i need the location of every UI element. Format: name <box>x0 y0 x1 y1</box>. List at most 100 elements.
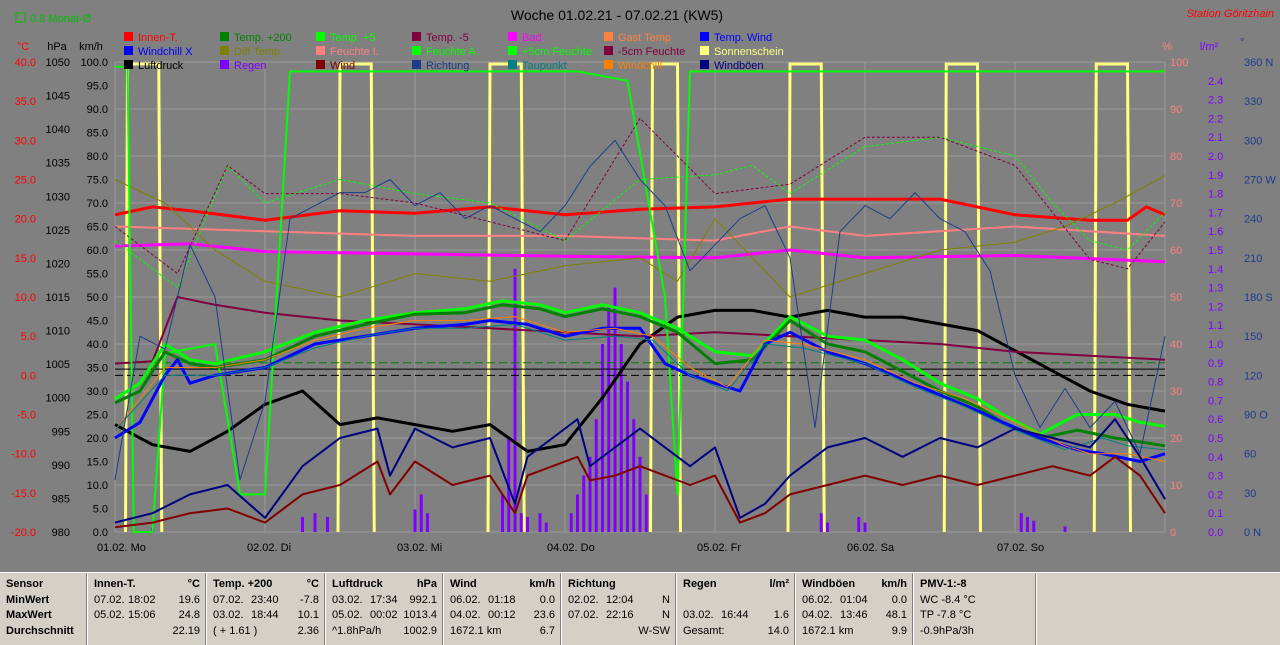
monat-checkbox[interactable] <box>15 12 26 23</box>
axis-unit-wind: km/h <box>79 41 103 53</box>
axis-tick-rain: 0.8 <box>1208 377 1223 389</box>
rain-bar <box>619 344 623 532</box>
series-taupunkt <box>114 323 1166 451</box>
rain-bar <box>1019 513 1023 532</box>
axis-tick-wind: 10.0 <box>87 480 108 492</box>
axis-tick-direction: 360 N <box>1244 57 1273 69</box>
wind-min-time: 01:18 <box>488 593 516 606</box>
windboeen-avg-note: 1672.1 km <box>802 624 854 637</box>
chart-title: Woche 01.02.21 - 07.02.21 (KW5) <box>511 7 723 23</box>
rain-bar <box>588 456 592 532</box>
legend-swatch-regen <box>220 60 229 69</box>
rain-bar <box>301 516 304 532</box>
stats-windboeen: Windböen km/h 06.02. 01:04 0.0 04.02. 13:46 4… <box>796 577 911 643</box>
temp200-title: Temp. +200 <box>213 578 273 590</box>
axis-tick-wind: 95.0 <box>87 81 108 93</box>
axis-tick-rain: 0.1 <box>1208 508 1223 520</box>
wind-max-date: 04.02. <box>450 609 481 621</box>
legend-label-feuchte-a: Feuchte A. <box>426 46 479 58</box>
axis-tick-pressure: 1005 <box>46 359 70 371</box>
axis-tick-temp: 30.0 <box>15 135 36 147</box>
axis-tick-direction: 210 <box>1244 253 1262 265</box>
station-name: Station Göritzhain <box>1187 8 1274 20</box>
axis-unit-temp: °C <box>17 41 29 53</box>
richtung-max-val: N <box>662 609 670 621</box>
temp200-min-time: 23:40 <box>251 593 279 606</box>
label-max: MaxWert <box>6 609 52 621</box>
stats-temp200: Temp. +200 °C 07.02. 23:40 -7.8 03.02. 18:44… <box>207 577 323 643</box>
luftdruck-title: Luftdruck <box>332 578 383 590</box>
temp200-avg-note: ( + 1.61 ) <box>213 624 258 637</box>
luftdruck-max-date: 05.02. <box>332 609 363 621</box>
legend-swatch-diff-temp <box>220 46 229 55</box>
luftdruck-max-time: 00:02 <box>370 609 398 621</box>
axis-tick-rain: 0.2 <box>1208 489 1223 501</box>
richtung-max-date: 07.02. <box>568 609 599 621</box>
axis-tick-percent: 100 <box>1170 57 1188 69</box>
legend-swatch-gast-temp <box>604 32 613 41</box>
rain-bar <box>857 516 861 532</box>
legend-swatch-temp-wind <box>700 32 709 41</box>
rain-bar <box>638 456 642 532</box>
legend-label-temp-5: Temp. +5 <box>330 32 376 44</box>
axis-tick-percent: 90 <box>1170 104 1182 116</box>
innen-min-val: 19.6 <box>178 593 200 606</box>
legend-label-richtung: Richtung <box>426 60 469 72</box>
legend-swatch-5cm-feuchte <box>604 46 613 55</box>
legend-swatch-temp-5 <box>412 32 421 41</box>
axis-tick-rain: 0.7 <box>1208 395 1223 407</box>
axis-unit-pressure: hPa <box>47 41 67 53</box>
temp200-avg: 2.36 <box>297 624 319 637</box>
pmv-line3: -0.9hPa/3h <box>920 624 974 637</box>
series-bad <box>114 242 1166 264</box>
richtung-min-time: 12:04 <box>606 593 634 606</box>
legend-label-windchill-x: Windchill X <box>138 46 193 58</box>
luftdruck-min-time: 17:34 <box>370 593 398 606</box>
axis-tick-wind: 20.0 <box>87 433 108 445</box>
series-5cm-feuchte <box>114 117 1166 274</box>
axis-tick-temp: 5.0 <box>21 331 36 343</box>
axis-tick-rain: 2.0 <box>1208 151 1223 163</box>
axis-tick-direction: 0 N <box>1244 527 1261 539</box>
stats-wind: Wind km/h 06.02. 01:18 0.0 04.02. 00:12 23.6 … <box>444 577 559 643</box>
legend-swatch-windchill-x <box>124 46 133 55</box>
series-windchill <box>114 316 1166 462</box>
sunshine-block <box>942 62 982 533</box>
legend: Innen-T. Temp. +200 Temp. +5 Temp. -5 Bad Gas… <box>124 32 784 72</box>
legend-label-bad: Bad <box>522 32 542 44</box>
pmv-title: PMV-1:-8 <box>920 578 967 590</box>
luftdruck-min-val: 992.1 <box>409 593 437 606</box>
windboeen-max-date: 04.02. <box>802 609 833 621</box>
axis-tick-rain: 1.2 <box>1208 301 1223 313</box>
axis-tick-pressure: 1000 <box>46 393 70 405</box>
series-windböen <box>114 418 1166 524</box>
legend-label-wind: Wind <box>330 60 355 72</box>
innen-avg: 22.19 <box>172 624 200 637</box>
axis-tick-pressure: 1045 <box>46 91 70 103</box>
axis-tick-rain: 0.6 <box>1208 414 1223 426</box>
axis-tick-percent: 60 <box>1170 245 1182 257</box>
axis-tick-rain: 2.3 <box>1208 95 1223 107</box>
rain-bar <box>426 513 429 532</box>
axis-tick-temp: 10.0 <box>15 292 36 304</box>
rain-bar <box>626 381 629 532</box>
label-min: MinWert <box>6 593 50 606</box>
legend-swatch-5cm-feuchte <box>508 46 517 55</box>
axis-tick-percent: 80 <box>1170 151 1182 163</box>
series-wind <box>114 455 1166 529</box>
legend-swatch-temp-200 <box>220 32 229 41</box>
wind-unit: km/h <box>529 578 555 590</box>
luftdruck-avg-note: ^1.8hPa/h <box>332 624 382 637</box>
richtung-avg: W-SW <box>638 624 670 637</box>
axis-tick-rain: 1.1 <box>1208 320 1223 332</box>
series-5cm-feuchte <box>115 65 1165 533</box>
rain-series <box>151 268 1067 532</box>
regen-max-time: 16:44 <box>721 609 749 621</box>
axis-tick-wind: 100.0 <box>80 57 108 69</box>
richtung-title: Richtung <box>568 578 616 590</box>
axis-tick-percent: 40 <box>1170 339 1182 351</box>
axis-tick-temp: 25.0 <box>15 175 36 187</box>
axis-tick-temp: 35.0 <box>15 96 36 108</box>
innen-unit: °C <box>187 578 200 590</box>
temp200-max-val: 10.1 <box>297 609 319 621</box>
